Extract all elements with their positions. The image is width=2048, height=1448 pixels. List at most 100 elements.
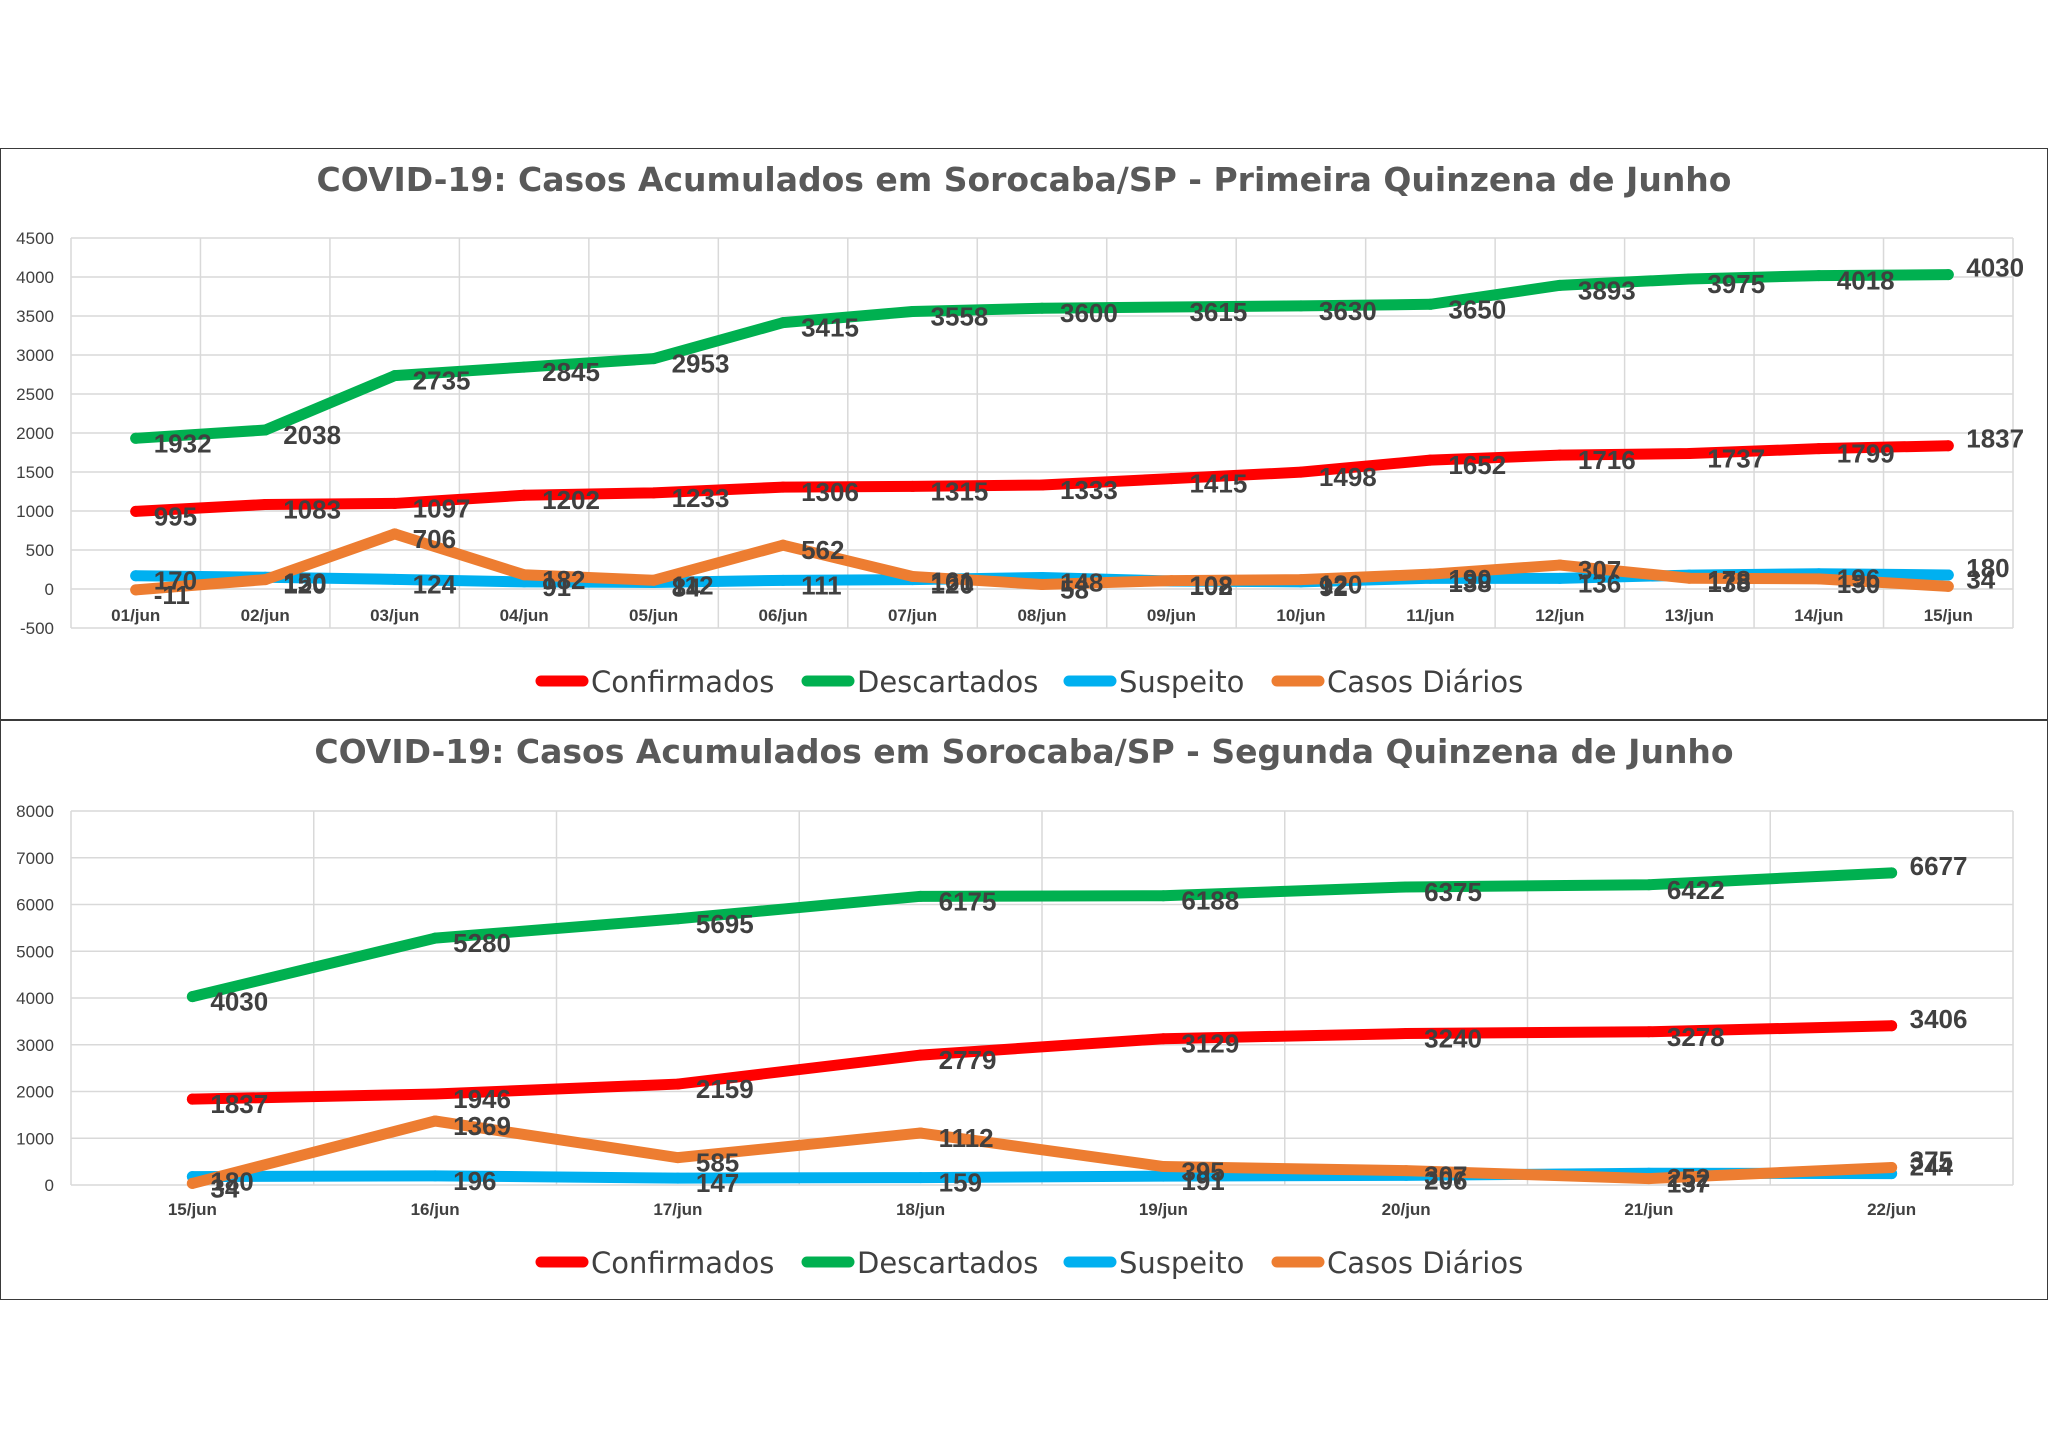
p2-data-label-descartados: 6677 <box>1910 851 1968 881</box>
p1-series-line-descartados <box>130 269 1954 444</box>
p1-data-point-confirmados <box>389 497 401 509</box>
p1-y-tick-label: 1000 <box>16 502 54 521</box>
p2-data-point-casos-diarios <box>186 1177 198 1189</box>
p2-data-label-descartados: 6422 <box>1667 875 1725 905</box>
p1-data-point-descartados <box>130 432 142 444</box>
p2-x-tick-label: 17/jun <box>653 1200 702 1219</box>
p2-data-label-suspeito: 180 <box>210 1167 253 1197</box>
p1-data-point-casos-diarios <box>1813 573 1825 585</box>
p1-data-label-descartados: 2953 <box>672 349 730 379</box>
p1-y-tick-label: 2500 <box>16 385 54 404</box>
p2-data-point-casos-diarios <box>1400 1165 1412 1177</box>
p1-data-point-casos-diarios <box>648 574 660 586</box>
p2-data-label-suspeito: 244 <box>1910 1152 1954 1182</box>
p2-data-point-descartados <box>672 913 684 925</box>
p2-y-tick-label: 7000 <box>16 849 54 868</box>
p1-data-point-descartados <box>1424 298 1436 310</box>
p2-data-label-confirmados: 2159 <box>696 1074 754 1104</box>
p2-data-label-casos-diarios: 34 <box>210 1173 239 1203</box>
p1-data-point-confirmados <box>1424 454 1436 466</box>
p2-data-point-confirmados <box>915 1049 927 1061</box>
p1-data-point-confirmados <box>1683 448 1695 460</box>
p1-legend-label-confirmados: Confirmados <box>591 665 774 699</box>
p2-legend-label-casos-diarios: Casos Diários <box>1327 1246 1523 1280</box>
p2-data-point-casos-diarios <box>1886 1161 1898 1173</box>
p1-x-tick-label: 07/jun <box>888 606 937 625</box>
p1-data-point-casos-diarios <box>1295 574 1307 586</box>
p1-data-label-confirmados: 1498 <box>1319 462 1377 492</box>
p1-data-point-descartados <box>777 317 789 329</box>
p1-data-point-casos-diarios <box>518 569 530 581</box>
p2-series-line-confirmados <box>186 1020 1898 1105</box>
p2-y-tick-label: 4000 <box>16 989 54 1008</box>
p1-data-label-confirmados: 1415 <box>1189 469 1247 499</box>
p1-data-point-descartados <box>1683 273 1695 285</box>
p1-data-label-descartados: 1932 <box>154 428 212 458</box>
p2-y-tick-label: 5000 <box>16 942 54 961</box>
p2-y-tick-label: 0 <box>45 1176 54 1195</box>
p2-data-label-descartados: 5280 <box>453 928 511 958</box>
p2-x-tick-label: 16/jun <box>411 1200 460 1219</box>
p1-data-label-suspeito: 120 <box>931 570 974 600</box>
p1-data-point-casos-diarios <box>1424 568 1436 580</box>
p2-data-point-suspeito <box>915 1172 927 1184</box>
chart-panel-second-half: COVID-19: Casos Acumulados em Sorocaba/S… <box>0 720 2048 1300</box>
p1-data-label-suspeito: 196 <box>1837 564 1880 594</box>
p2-data-point-suspeito <box>672 1172 684 1184</box>
p2-data-label-suspeito: 252 <box>1667 1163 1710 1193</box>
p1-y-tick-label: 1500 <box>16 463 54 482</box>
p2-x-tick-label: 21/jun <box>1624 1200 1673 1219</box>
p2-data-point-descartados <box>1157 890 1169 902</box>
p1-data-label-confirmados: 1202 <box>542 485 600 515</box>
p2-data-point-confirmados <box>1643 1026 1655 1038</box>
p2-x-tick-label: 22/jun <box>1867 1200 1916 1219</box>
p2-data-point-descartados <box>915 890 927 902</box>
p1-x-tick-label: 04/jun <box>500 606 549 625</box>
p1-data-label-suspeito: 102 <box>1189 571 1232 601</box>
p1-data-point-descartados <box>1554 279 1566 291</box>
p1-data-label-confirmados: 1799 <box>1837 439 1895 469</box>
p1-data-label-casos-diarios: 562 <box>801 535 844 565</box>
p1-data-point-casos-diarios <box>1942 580 1954 592</box>
p2-data-label-confirmados: 3129 <box>1181 1029 1239 1059</box>
p1-y-tick-label: 0 <box>45 580 54 599</box>
p1-legend-label-casos-diarios: Casos Diários <box>1327 665 1523 699</box>
p1-data-label-suspeito: 124 <box>413 569 457 599</box>
p1-data-point-confirmados <box>1165 473 1177 485</box>
p1-y-tick-label: 500 <box>26 541 54 560</box>
p1-legend-label-descartados: Descartados <box>857 665 1038 699</box>
p1-data-label-casos-diarios: 112 <box>672 570 714 600</box>
p2-series-line-descartados <box>186 867 1898 1003</box>
p2-chart-title: COVID-19: Casos Acumulados em Sorocaba/S… <box>314 732 1733 771</box>
p1-x-tick-label: 08/jun <box>1017 606 1066 625</box>
p1-data-point-confirmados <box>1813 443 1825 455</box>
p1-data-label-suspeito: 91 <box>542 572 571 602</box>
p2-data-point-casos-diarios <box>915 1127 927 1139</box>
p1-data-label-suspeito: 92 <box>1319 572 1348 602</box>
p2-data-label-casos-diarios: 375 <box>1910 1145 1953 1175</box>
p2-legend-label-confirmados: Confirmados <box>591 1246 774 1280</box>
p1-data-label-casos-diarios: 58 <box>1060 574 1089 604</box>
p2-data-label-confirmados: 3278 <box>1667 1022 1725 1052</box>
p2-data-point-casos-diarios <box>429 1115 441 1127</box>
p1-data-label-descartados: 3975 <box>1707 269 1765 299</box>
p1-data-label-casos-diarios: 190 <box>1448 564 1491 594</box>
p1-data-label-confirmados: 995 <box>154 501 197 531</box>
p1-data-label-suspeito: 170 <box>154 566 197 596</box>
p2-data-point-casos-diarios <box>1643 1173 1655 1185</box>
p2-data-point-confirmados <box>672 1078 684 1090</box>
p2-data-label-suspeito: 196 <box>453 1166 496 1196</box>
p1-data-point-casos-diarios <box>1554 559 1566 571</box>
p1-data-label-confirmados: 1333 <box>1060 475 1118 505</box>
p1-data-label-casos-diarios: 130 <box>1837 569 1880 599</box>
p1-y-tick-label: -500 <box>20 619 54 638</box>
p1-data-label-confirmados: 1083 <box>283 495 341 525</box>
p2-x-tick-label: 19/jun <box>1139 1200 1188 1219</box>
p1-data-label-casos-diarios: -11 <box>154 580 190 610</box>
p1-data-point-descartados <box>389 370 401 382</box>
p1-data-label-suspeito: 178 <box>1707 565 1750 595</box>
p1-data-point-suspeito <box>130 570 142 582</box>
p2-data-point-confirmados <box>429 1088 441 1100</box>
p1-data-label-descartados: 3558 <box>931 301 989 331</box>
p1-data-label-casos-diarios: 120 <box>283 570 326 600</box>
